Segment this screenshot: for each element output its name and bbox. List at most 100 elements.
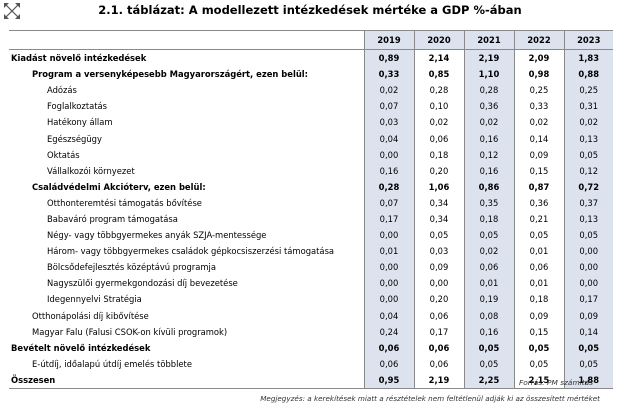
table-row: Otthonteremtési támogatás bővítése 0,07 0,… bbox=[9, 194, 613, 211]
value-cell: 0,16 bbox=[463, 323, 514, 340]
row-label: Otthonápolási díj kibővítése bbox=[32, 310, 149, 321]
value-cell: 1,88 bbox=[563, 371, 613, 389]
value-cell: 0,06 bbox=[463, 259, 514, 276]
value-cell: 0,28 bbox=[413, 82, 464, 99]
table-row: Bölcsődefejlesztés középtávú programja 0,… bbox=[9, 259, 613, 276]
value-cell: 0,06 bbox=[363, 339, 414, 356]
value-cell: 0,28 bbox=[463, 82, 514, 99]
value-cell: 0,89 bbox=[363, 49, 414, 67]
value-cell: 0,05 bbox=[563, 227, 613, 244]
value-cell: 0,24 bbox=[363, 323, 414, 340]
value-cell: 0,20 bbox=[413, 162, 464, 179]
value-cell: 0,07 bbox=[363, 98, 414, 115]
value-cell: 0,05 bbox=[463, 227, 514, 244]
table-row: Egészségügy 0,04 0,06 0,16 0,14 0,13 bbox=[9, 130, 613, 147]
year-header: 2020 bbox=[413, 30, 464, 50]
table-row: Oktatás 0,00 0,18 0,12 0,09 0,05 bbox=[9, 146, 613, 163]
row-label: Magyar Falu (Falusi CSOK-on kívüli progr… bbox=[32, 326, 228, 337]
value-cell: 0,07 bbox=[363, 194, 414, 211]
table-row: Vállalkozói környezet 0,16 0,20 0,16 0,15 0,1… bbox=[9, 162, 613, 179]
value-cell: 0,02 bbox=[413, 114, 464, 131]
table-row: Adózás 0,02 0,28 0,28 0,25 0,25 bbox=[9, 82, 613, 99]
value-cell: 0,16 bbox=[463, 162, 514, 179]
year-header: 2023 bbox=[563, 30, 613, 50]
row-label: Egészségügy bbox=[47, 133, 102, 144]
value-cell: 0,05 bbox=[563, 339, 613, 356]
table-row: Bevételt növelő intézkedések 0,06 0,06 0,05… bbox=[9, 339, 613, 356]
value-cell: 0,00 bbox=[563, 259, 613, 276]
table-title: 2.1. táblázat: A modellezett intézkedése… bbox=[98, 3, 522, 17]
row-label: Adózás bbox=[47, 85, 77, 96]
value-cell: 0,16 bbox=[363, 162, 414, 179]
value-cell: 0,86 bbox=[463, 178, 514, 195]
value-cell: 0,00 bbox=[363, 146, 414, 163]
value-cell: 0,00 bbox=[563, 243, 613, 260]
value-cell: 0,09 bbox=[563, 307, 613, 324]
value-cell: 0,20 bbox=[413, 291, 464, 308]
value-cell: 0,02 bbox=[513, 114, 564, 131]
value-cell: 0,06 bbox=[513, 259, 564, 276]
table-row: Foglalkoztatás 0,07 0,10 0,36 0,33 0,31 bbox=[9, 98, 613, 115]
value-cell: 0,15 bbox=[513, 162, 564, 179]
value-cell: 0,13 bbox=[563, 210, 613, 228]
row-label: Négy- vagy többgyermekes anyák SZJA-ment… bbox=[47, 230, 267, 241]
table-row: Kiadást növelő intézkedések 0,89 2,14 2,19 2… bbox=[9, 49, 613, 67]
table-row: Négy- vagy többgyermekes anyák SZJA-ment… bbox=[9, 227, 613, 244]
value-cell: 0,98 bbox=[513, 66, 564, 83]
value-cell: 0,14 bbox=[513, 130, 564, 147]
row-label: Kiadást növelő intézkedések bbox=[11, 53, 147, 64]
value-cell: 0,18 bbox=[463, 210, 514, 228]
value-cell: 0,05 bbox=[413, 227, 464, 244]
value-cell: 0,18 bbox=[413, 146, 464, 163]
value-cell: 0,19 bbox=[463, 291, 514, 308]
value-cell: 0,10 bbox=[413, 98, 464, 115]
value-cell: 0,02 bbox=[463, 243, 514, 260]
value-cell: 0,05 bbox=[513, 355, 564, 372]
value-cell: 0,00 bbox=[413, 275, 464, 292]
value-cell: 0,28 bbox=[363, 178, 414, 195]
value-cell: 0,05 bbox=[463, 339, 514, 356]
value-cell: 0,02 bbox=[463, 114, 514, 131]
value-cell: 0,87 bbox=[513, 178, 564, 195]
value-cell: 0,34 bbox=[413, 210, 464, 228]
value-cell: 0,14 bbox=[563, 323, 613, 340]
value-cell: 0,25 bbox=[513, 82, 564, 99]
year-header: 2022 bbox=[513, 30, 564, 50]
value-cell: 0,00 bbox=[363, 227, 414, 244]
value-cell: 2,19 bbox=[463, 49, 514, 67]
value-cell: 0,17 bbox=[563, 291, 613, 308]
value-cell: 0,06 bbox=[363, 355, 414, 372]
value-cell: 0,06 bbox=[413, 339, 464, 356]
row-label: Foglalkoztatás bbox=[47, 101, 108, 112]
row-label: Idegennyelvi Stratégia bbox=[47, 294, 142, 305]
table-row: Otthonápolási díj kibővítése 0,04 0,06 0,08… bbox=[9, 307, 613, 324]
value-cell: 0,17 bbox=[363, 210, 414, 228]
row-label: Babaváró program támogatása bbox=[47, 213, 178, 224]
row-label: Oktatás bbox=[47, 149, 80, 160]
value-cell: 0,01 bbox=[363, 243, 414, 260]
header-label-cell bbox=[9, 30, 364, 50]
rounding-note: Megjegyzés: a kerekítések miatt a részté… bbox=[260, 394, 600, 403]
table-row: E-útdíj, időalapú útdíj emelés többlete 0… bbox=[9, 355, 613, 372]
value-cell: 0,03 bbox=[363, 114, 414, 131]
value-cell: 0,04 bbox=[363, 307, 414, 324]
table-row: Nagyszülői gyermekgondozási díj bevezeté… bbox=[9, 275, 613, 292]
value-cell: 0,06 bbox=[413, 307, 464, 324]
row-label: Családvédelmi Akcióterv, ezen belül: bbox=[32, 181, 206, 192]
table-row: Családvédelmi Akcióterv, ezen belül: 0,28… bbox=[9, 178, 613, 195]
value-cell: 0,85 bbox=[413, 66, 464, 83]
value-cell: 0,13 bbox=[563, 130, 613, 147]
value-cell: 0,12 bbox=[563, 162, 613, 179]
value-cell: 0,05 bbox=[513, 227, 564, 244]
expand-arrows-icon[interactable] bbox=[3, 2, 21, 20]
data-table: 2019 2020 2021 2022 2023 Kiadást növelő … bbox=[9, 30, 613, 389]
value-cell: 0,36 bbox=[513, 194, 564, 211]
value-cell: 0,05 bbox=[563, 146, 613, 163]
value-cell: 0,02 bbox=[563, 114, 613, 131]
row-label: E-útdíj, időalapú útdíj emelés többlete bbox=[32, 358, 192, 369]
row-label: Összesen bbox=[9, 371, 364, 389]
value-cell: 0,37 bbox=[563, 194, 613, 211]
row-label: Bölcsődefejlesztés középtávú programja bbox=[47, 262, 216, 273]
source-note: Forrás: PM számítás bbox=[518, 378, 593, 387]
row-label: Három- vagy többgyermekes családok gépko… bbox=[47, 246, 335, 257]
